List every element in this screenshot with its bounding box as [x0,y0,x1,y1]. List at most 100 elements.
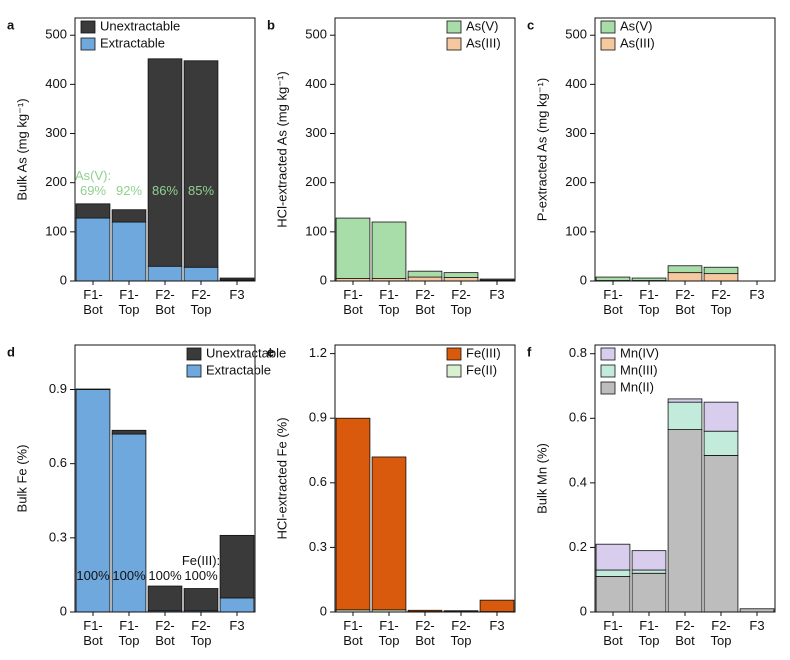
x-tick-label-wrap: F1- Top [624,287,674,323]
x-tick-label-wrap: F3 [472,287,522,323]
legend-label: Fe(II) [466,362,497,377]
x-tick-label-box: F1- Top [119,618,140,648]
annotation-wrap: 86% [135,158,195,198]
y-tick-label: 0 [320,272,327,287]
bar-segment [75,389,111,613]
x-tick-label-wrap: F3 [472,618,522,654]
x-tick-label: F1- Top [378,618,400,648]
annotation-box: 85% [171,158,231,198]
legend-label: Fe(III) [466,345,501,360]
x-tick-label-box: F1- Bot [83,618,103,648]
y-tick-label: 1.2 [309,345,327,360]
annotation-wrap: 85% [171,158,231,198]
annotation-box: 86% [135,158,195,198]
x-tick-label-box: F3 [212,287,262,323]
legend-swatch [446,20,462,34]
bar-segment [595,276,631,281]
x-tick-label-wrap: F1- Bot [328,287,378,323]
y-tick-label: 0.9 [309,410,327,425]
y-axis-label: Bulk Mn (%) [534,443,549,514]
plot-frame [334,17,516,282]
y-tick-label: 0.9 [49,381,67,396]
bar-segment [631,569,667,574]
annotation-wrap: 92% [99,158,159,198]
x-tick-label-wrap: F2- Bot [400,287,450,323]
x-tick-label-box: F3 [472,618,522,654]
legend-label: As(III) [620,35,655,50]
y-tick-label: 0.6 [49,455,67,470]
legend-label: Unextractable [206,345,286,360]
y-tick-label: 500 [565,27,587,42]
legend-label: Extractable [100,35,165,50]
x-tick-label-wrap: F2- Top [696,287,746,323]
y-tick-label: 400 [305,76,327,91]
annotation-wrap: Fe(III): 100% [171,543,231,583]
legend-label: Mn(II) [620,379,654,394]
panel-label: d [7,344,15,359]
x-tick-label: F1- Top [638,287,660,317]
x-tick-label-box: F2- Bot [675,287,695,317]
y-tick-label: 0.3 [309,539,327,554]
y-tick-label: 0.3 [49,529,67,544]
x-tick-label: F1- Top [378,287,400,317]
legend-swatch [600,381,616,395]
legend-swatch [186,347,202,361]
y-tick-label: 0 [60,603,67,618]
y-axis-label: Bulk Fe (%) [14,445,29,513]
x-tick-label-wrap: F2- Bot [140,287,190,323]
y-tick-label: 200 [305,174,327,189]
y-tick-label: 0.6 [569,410,587,425]
panel-label: c [527,17,534,32]
bar-segment [631,277,667,281]
annotation: 100% [112,568,146,583]
x-tick-label-box: F2- Bot [155,618,175,648]
y-axis-label: Bulk As (mg kg⁻¹) [14,98,29,200]
x-tick-label-box: F1- Top [624,287,674,323]
x-tick-label: F3 [489,287,505,302]
bar-segment [443,277,479,282]
x-tick-label: F1- Top [638,618,660,648]
y-tick-label: 100 [45,223,67,238]
legend-swatch [446,347,462,361]
legend-swatch [80,37,96,51]
bar-segment [335,217,371,279]
y-tick-label: 300 [305,125,327,140]
plot-frame [74,344,256,613]
x-tick-label-wrap: F1- Top [624,618,674,654]
bar-segment [703,430,739,456]
x-tick-label: F1- Bot [343,287,363,317]
annotation-box: As(V): 69% [75,168,111,198]
x-tick-label-box: F2- Top [711,618,732,648]
bar-segment [703,273,739,282]
y-tick-label: 0 [580,603,587,618]
x-tick-label: F1- Bot [83,618,103,648]
x-tick-label-wrap: F2- Top [436,287,486,323]
y-tick-label: 0.4 [569,474,587,489]
bar-segment [479,278,515,281]
x-tick-label: F3 [489,618,505,633]
x-tick-label-box: F2- Bot [400,287,450,323]
y-tick-label: 0.6 [309,474,327,489]
x-tick-label-box: F1- Top [378,618,400,648]
x-tick-label-box: F3 [229,618,244,633]
x-tick-label-box: F1- Top [119,287,140,317]
x-tick-label-wrap: F3 [212,287,262,323]
y-tick-label: 400 [45,76,67,91]
x-tick-label: F2- Bot [155,287,175,317]
bar-segment [219,534,255,599]
y-tick-label: 300 [45,125,67,140]
bar-segment [667,429,703,613]
plot-frame [74,17,256,282]
bar-segment [595,576,631,613]
x-tick-label-box: F1- Bot [83,287,103,317]
legend-label: Mn(IV) [620,345,659,360]
y-tick-label: 100 [565,223,587,238]
annotation-wrap: 100% [63,543,123,583]
plot-frame [594,17,776,282]
x-tick-label: F1- Bot [343,618,363,648]
bar-segment [183,60,219,268]
x-tick-label-box: F2- Top [191,287,212,317]
annotation-box: 100% [148,568,181,583]
x-tick-label-box: F3 [749,618,764,633]
x-tick-label: F2- Bot [415,618,435,648]
